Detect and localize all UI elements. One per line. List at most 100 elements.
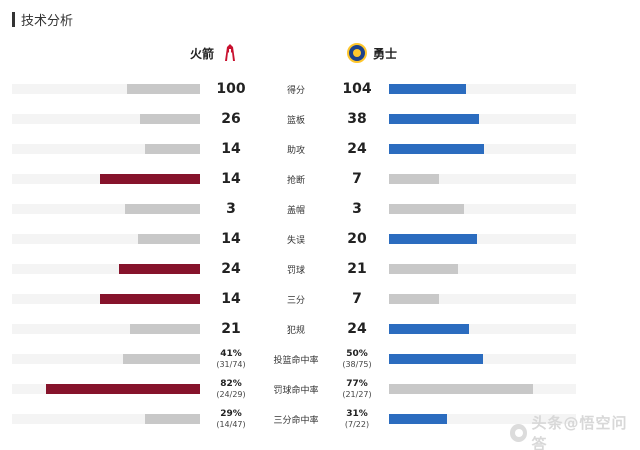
away-stat-fraction: (38/75) [342,359,372,369]
stat-label: 投篮命中率 [273,355,319,366]
stat-row: 21 犯规 24 [0,314,640,344]
away-bar-track [389,414,576,424]
away-bar-track [389,384,576,394]
home-bar-track [12,204,200,214]
home-stat-number: 14 [221,291,241,307]
away-bar-track [389,84,576,94]
home-stat-number: 26 [221,111,241,127]
stat-label: 三分命中率 [273,415,319,426]
away-stat-value: 24 [330,134,384,164]
home-stat-value: 41% (31/74) [204,344,258,374]
home-stat-bar [145,414,200,424]
home-stat-bar [145,144,200,154]
stat-label: 罚球命中率 [273,385,319,396]
home-stat-bar [140,114,200,124]
away-bar-track [389,234,576,244]
stat-label: 篮板 [286,115,305,126]
away-stat-number: 20 [347,231,367,247]
wukong-logo-icon [510,424,528,442]
home-stat-number: 41% [220,348,242,359]
watermark-text: 头条@悟空问答 [531,414,628,450]
home-bar-track [12,234,200,244]
home-stat-value: 82% (24/29) [204,374,258,404]
away-stat-value: 21 [330,254,384,284]
home-bar-track [12,114,200,124]
stat-label: 失误 [286,235,305,246]
away-stat-fraction: (21/27) [342,389,372,399]
away-bar-track [389,354,576,364]
home-stat-bar [46,384,200,394]
away-stat-bar [389,204,464,214]
away-stat-value: 50% (38/75) [330,344,384,374]
away-stat-value: 77% (21/27) [330,374,384,404]
away-stat-number: 104 [342,81,372,97]
away-stat-number: 21 [347,261,367,277]
home-stat-value: 100 [204,74,258,104]
stat-row: 100 得分 104 [0,74,640,104]
stat-label: 抢断 [286,175,305,186]
home-stat-value: 14 [204,164,258,194]
home-stat-value: 14 [204,284,258,314]
away-stat-bar [389,144,484,154]
home-stat-bar [123,354,200,364]
stat-row: 14 助攻 24 [0,134,640,164]
home-stat-number: 14 [221,231,241,247]
home-bar-track [12,264,200,274]
away-stat-number: 31% [346,408,368,419]
away-stat-number: 7 [352,171,362,187]
stat-row: 41% (31/74) 投篮命中率 50% (38/75) [0,344,640,374]
away-stat-number: 7 [352,291,362,307]
home-bar-track [12,84,200,94]
home-bar-track [12,294,200,304]
stat-comparison-list: 100 得分 104 26 篮板 38 14 助攻 24 14 抢断 7 3 盖帽 3 14 失误 20 24 罚球 2… [0,74,640,434]
section-title: 技术分析 [21,13,74,29]
home-bar-track [12,354,200,364]
home-stat-bar [100,294,200,304]
stat-label: 盖帽 [286,205,305,216]
warriors-logo-icon [347,43,367,63]
home-stat-value: 29% (14/47) [204,404,258,434]
away-bar-track [389,174,576,184]
home-stat-fraction: (14/47) [216,419,246,429]
stat-label: 得分 [286,85,305,96]
stat-row: 24 罚球 21 [0,254,640,284]
away-stat-number: 24 [347,141,367,157]
away-stat-value: 20 [330,224,384,254]
home-stat-number: 14 [221,171,241,187]
away-bar-track [389,114,576,124]
home-bar-track [12,174,200,184]
away-stat-bar [389,114,479,124]
away-team-header: 勇士 [347,42,397,64]
away-stat-bar [389,324,469,334]
away-stat-bar [389,174,439,184]
stat-row: 82% (24/29) 罚球命中率 77% (21/27) [0,374,640,404]
home-stat-number: 3 [226,201,236,217]
away-stat-bar [389,354,483,364]
home-team-name: 火箭 [190,46,215,61]
away-stat-value: 7 [330,164,384,194]
home-stat-number: 14 [221,141,241,157]
away-stat-fraction: (7/22) [344,419,370,429]
home-stat-number: 29% [220,408,242,419]
away-stat-bar [389,264,458,274]
stat-row: 29% (14/47) 三分命中率 31% (7/22) [0,404,640,434]
away-stat-value: 24 [330,314,384,344]
stat-label: 三分 [286,295,305,306]
away-bar-track [389,204,576,214]
home-stat-value: 26 [204,104,258,134]
stat-row: 14 抢断 7 [0,164,640,194]
away-bar-track [389,144,576,154]
away-stat-bar [389,414,447,424]
home-stat-bar [125,204,200,214]
home-stat-bar [100,174,200,184]
home-stat-fraction: (31/74) [216,359,246,369]
home-stat-value: 21 [204,314,258,344]
away-stat-bar [389,84,466,94]
stat-row: 14 失误 20 [0,224,640,254]
rockets-logo-icon [225,44,236,61]
stat-row: 3 盖帽 3 [0,194,640,224]
away-stat-bar [389,294,439,304]
section-title-accent [12,11,15,27]
home-bar-track [12,324,200,334]
home-stat-value: 14 [204,224,258,254]
